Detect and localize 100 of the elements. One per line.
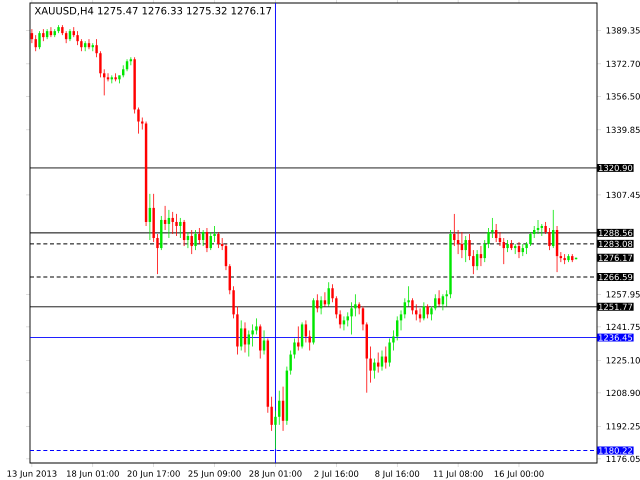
candlestick	[453, 214, 456, 246]
candlestick	[316, 294, 319, 313]
x-tick-label: 13 Jun 2013	[8, 470, 56, 478]
ref-line-label: 1180.22	[598, 447, 632, 454]
candlestick	[186, 232, 190, 248]
y-tick-label: 1307.45	[606, 192, 640, 198]
candlestick	[148, 193, 152, 240]
candlestick	[42, 28, 45, 42]
candlestick	[456, 230, 460, 254]
y-tick-label: 1176.05	[606, 456, 640, 462]
candlestick	[194, 230, 197, 250]
candlestick	[442, 294, 444, 311]
candlestick	[384, 346, 388, 369]
candlestick	[388, 338, 391, 367]
candlestick	[198, 228, 201, 244]
candlestick	[415, 304, 418, 321]
candlestick	[164, 205, 166, 230]
candlestick	[168, 210, 170, 238]
candlestick	[369, 346, 372, 384]
candlestick	[338, 310, 342, 329]
candlestick	[122, 64, 124, 78]
candlestick	[251, 324, 254, 347]
y-tick-label: 1257.95	[606, 291, 640, 298]
candlestick	[376, 352, 380, 374]
candlestick	[487, 228, 490, 248]
candlestick	[430, 306, 433, 321]
candlestick	[510, 240, 513, 250]
candlestick	[407, 286, 410, 307]
candlestick	[354, 294, 357, 317]
candlestick	[76, 30, 79, 46]
candlestick	[80, 38, 83, 52]
candlestick	[522, 244, 524, 257]
candlestick	[484, 240, 486, 263]
candlestick	[137, 107, 140, 134]
candlestick	[102, 68, 106, 96]
candlestick	[255, 318, 258, 335]
candlestick	[358, 302, 360, 315]
candlestick	[46, 28, 48, 40]
candlestick	[84, 40, 86, 52]
candlestick	[324, 292, 326, 307]
candlestick	[297, 326, 300, 351]
candlestick	[213, 226, 216, 242]
candlestick	[560, 252, 562, 263]
candlestick	[61, 24, 64, 36]
candlestick	[525, 242, 528, 254]
y-tick-label: 1339.85	[606, 126, 640, 134]
candlestick	[350, 302, 353, 335]
candlestick	[502, 238, 505, 265]
candlestick	[404, 298, 406, 319]
candlestick	[544, 222, 547, 234]
ref-line-label: 1283.08	[598, 240, 632, 248]
candlestick	[72, 26, 75, 38]
ref-line-label: 1288.56	[598, 230, 632, 236]
candlestick	[460, 232, 464, 259]
y-tick-label: 1372.70	[606, 60, 640, 68]
candlestick	[422, 302, 426, 321]
candlestick	[540, 224, 544, 236]
candlestick	[141, 117, 144, 130]
candlestick	[373, 358, 376, 380]
y-tick-label: 1192.25	[606, 423, 640, 430]
chart-title: XAUUSD,H4 1275.47 1276.33 1275.32 1276.17	[34, 6, 272, 16]
candlestick	[411, 298, 414, 315]
y-tick-label: 1389.35	[606, 27, 640, 34]
candlestick	[529, 232, 532, 246]
candlestick	[64, 30, 68, 44]
candlestick	[396, 316, 398, 341]
candlestick	[300, 322, 304, 349]
y-tick-label: 1356.50	[606, 93, 640, 100]
candlestick	[217, 232, 220, 248]
y-tick-label: 1225.10	[606, 357, 640, 364]
candlestick	[274, 410, 277, 450]
candlestick	[480, 246, 482, 267]
candlestick	[498, 232, 502, 246]
candlestick	[202, 230, 204, 246]
candlestick	[418, 308, 422, 323]
candlestick	[68, 28, 72, 42]
y-tick-label: 1241.75	[606, 324, 640, 330]
candlestick	[514, 244, 516, 254]
candlestick	[278, 390, 280, 426]
candlestick	[179, 218, 182, 238]
candlestick	[34, 34, 37, 52]
candlestick	[50, 26, 52, 38]
x-tick-label: 25 Jun 09:00	[188, 470, 241, 478]
candlestick	[95, 38, 98, 58]
candlestick	[308, 330, 311, 351]
candlestick	[304, 320, 308, 343]
candlestick	[563, 254, 566, 265]
candlestick	[171, 212, 174, 234]
candlestick	[494, 224, 498, 242]
candlestick	[320, 296, 322, 315]
candlestick	[445, 290, 448, 307]
candlestick	[270, 396, 273, 432]
x-tick-label: 16 Jul 00:00	[494, 470, 544, 478]
candlestick	[206, 228, 208, 252]
candlestick	[126, 58, 128, 72]
candlestick	[438, 290, 440, 307]
candlestick	[491, 218, 494, 238]
candlestick	[182, 220, 186, 246]
candlestick	[532, 226, 536, 238]
x-tick-label: 8 Jul 16:00	[375, 470, 420, 478]
